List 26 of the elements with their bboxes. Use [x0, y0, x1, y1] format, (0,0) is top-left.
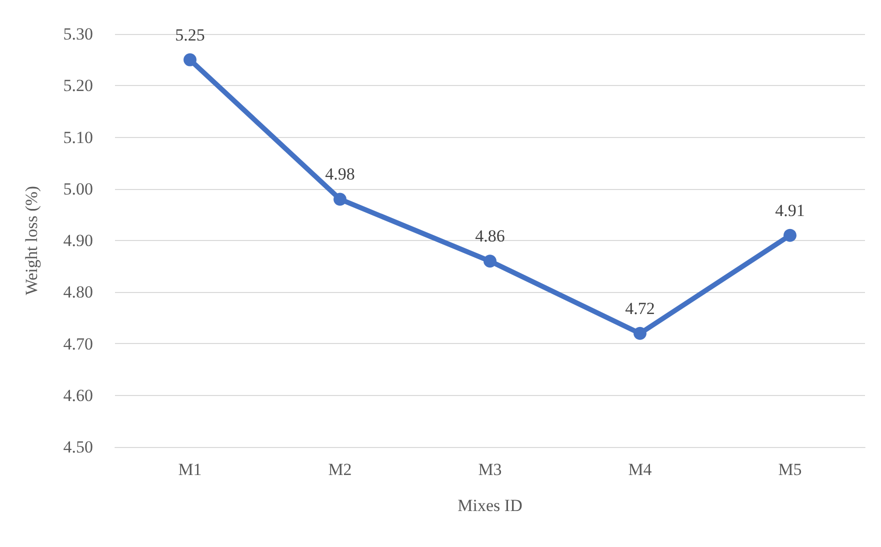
data-label: 4.98	[325, 164, 355, 184]
point	[784, 228, 796, 242]
point	[634, 326, 646, 340]
y-axis-title: Weight loss (%)	[22, 186, 41, 296]
x-tick-label: M3	[478, 460, 502, 479]
point	[184, 53, 196, 66]
y-tick-label: 4.70	[63, 334, 93, 354]
y-tick-label: 4.90	[63, 231, 93, 250]
data-label: 4.72	[625, 298, 655, 318]
y-tick-label: 5.00	[63, 179, 93, 198]
x-tick-label: M2	[328, 460, 352, 479]
x-tick-label: M5	[778, 460, 802, 479]
y-tick-label: 5.10	[63, 128, 93, 147]
x-tick-label: M4	[628, 460, 652, 479]
data-label: 5.25	[175, 25, 205, 44]
data-label: 4.86	[475, 226, 505, 246]
x-axis-title: Mixes ID	[458, 496, 522, 515]
y-tick-label: 4.80	[63, 282, 93, 302]
point	[334, 192, 346, 206]
y-tick-label: 5.30	[63, 24, 93, 44]
x-tick-label: M1	[178, 460, 202, 479]
point	[484, 254, 496, 268]
y-tick-label: 4.60	[63, 386, 93, 405]
data-label: 4.91	[775, 200, 805, 220]
y-tick-label: 5.20	[63, 76, 93, 96]
y-tick-label: 4.50	[63, 438, 93, 456]
